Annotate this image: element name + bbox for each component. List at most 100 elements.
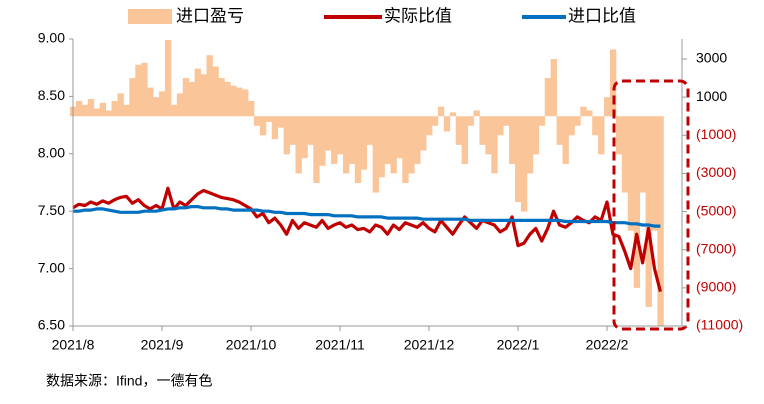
profit-bar [390, 116, 397, 174]
profit-bar [479, 116, 486, 145]
profit-bar [307, 116, 314, 145]
profit-bar [176, 93, 184, 117]
profit-bar [277, 116, 285, 128]
y-tick-label: 7.50 [38, 202, 65, 218]
profit-bar [455, 116, 463, 145]
profit-bar [526, 116, 534, 174]
y-tick-label: 8.00 [38, 145, 65, 161]
profit-bar [147, 87, 154, 117]
profit-bar [592, 116, 599, 136]
profit-bar [360, 116, 368, 170]
y-tick-label: 9.00 [38, 30, 65, 46]
profit-bar [437, 106, 445, 117]
profit-bar [615, 116, 623, 155]
profit-bar [218, 78, 225, 117]
profit-bar [609, 49, 617, 117]
profit-bar [604, 97, 611, 117]
profit-bar [414, 116, 421, 164]
profit-bar [639, 116, 646, 193]
profit-bar [396, 116, 403, 159]
profit-bar [242, 89, 249, 117]
profit-bar [562, 116, 569, 164]
profit-bar [337, 116, 344, 155]
x-tick-label: 2021/8 [52, 337, 95, 353]
profit-bar [301, 116, 308, 159]
profit-bar [467, 116, 474, 126]
y2-tick-label: (3000) [696, 164, 736, 180]
profit-bar [325, 116, 332, 151]
x-tick-label: 2022/2 [586, 337, 629, 353]
profit-bar [443, 116, 451, 132]
profit-bar [431, 116, 439, 126]
x-tick-label: 2021/12 [404, 337, 455, 353]
x-tick-label: 2021/10 [226, 337, 277, 353]
profit-bar [141, 62, 148, 117]
profit-bar [283, 116, 290, 155]
profit-bar [485, 116, 492, 155]
x-tick-label: 2021/9 [141, 337, 184, 353]
profit-bar [188, 81, 196, 117]
profit-bar [378, 116, 385, 178]
profit-bar [99, 102, 107, 117]
profit-bar [236, 87, 243, 117]
profit-bar [580, 106, 587, 117]
y2-tick-label: (7000) [696, 240, 736, 256]
profit-bar [248, 100, 255, 117]
profit-bar [520, 116, 528, 212]
profit-bar [657, 116, 664, 326]
legend-label: 实际比值 [384, 6, 452, 25]
profit-bar [544, 78, 552, 117]
y2-tick-label: (5000) [696, 202, 736, 218]
profit-bar [159, 91, 166, 117]
profit-bar [93, 108, 101, 117]
source-note: 数据来源：Ifind，一德有色 [46, 373, 212, 389]
profit-bar [568, 116, 575, 136]
profit-bar [633, 116, 641, 288]
ratio-line [72, 186, 662, 292]
profit-bar [230, 85, 237, 117]
profit-bar [586, 110, 593, 117]
profit-bar [313, 116, 320, 183]
profit-bar [651, 116, 658, 231]
legend-swatch [128, 9, 172, 24]
legend-label: 进口盈亏 [176, 6, 244, 25]
plot-area [70, 39, 664, 326]
profit-bar [271, 116, 279, 140]
profit-bar [129, 78, 136, 117]
profit-bar [491, 116, 498, 174]
y2-tick-label: 1000 [696, 88, 727, 104]
legend-label: 进口比值 [568, 6, 636, 25]
y2-tick-label: (9000) [696, 279, 736, 295]
profit-bar [509, 116, 516, 164]
profit-bar [75, 100, 83, 117]
profit-bar [135, 64, 142, 117]
profit-bar [645, 116, 652, 307]
ratio-line [73, 205, 661, 228]
profit-bar [372, 116, 379, 193]
profit-bar [538, 116, 546, 126]
y2-tick-label: (1000) [696, 126, 736, 142]
profit-bar [117, 93, 124, 117]
profit-bar [461, 116, 468, 164]
profit-bar [420, 116, 427, 151]
profit-bar [366, 116, 374, 145]
profit-bar [556, 116, 563, 145]
profit-bar [259, 116, 267, 136]
x-tick-label: 2021/11 [315, 337, 365, 353]
profit-bar [105, 110, 112, 117]
profit-bar [426, 116, 433, 136]
profit-bar [206, 55, 213, 117]
profit-bar [194, 68, 201, 117]
profit-bar [449, 112, 457, 117]
profit-bar [342, 116, 350, 174]
profit-bar [81, 104, 89, 117]
profit-bar [497, 116, 504, 136]
y2-tick-label: (11000) [696, 317, 743, 333]
profit-bar [182, 78, 190, 117]
profit-bar [384, 116, 391, 164]
profit-bar [224, 81, 231, 117]
profit-bar [319, 116, 326, 166]
profit-bar [532, 116, 540, 155]
profit-bar [123, 104, 130, 117]
